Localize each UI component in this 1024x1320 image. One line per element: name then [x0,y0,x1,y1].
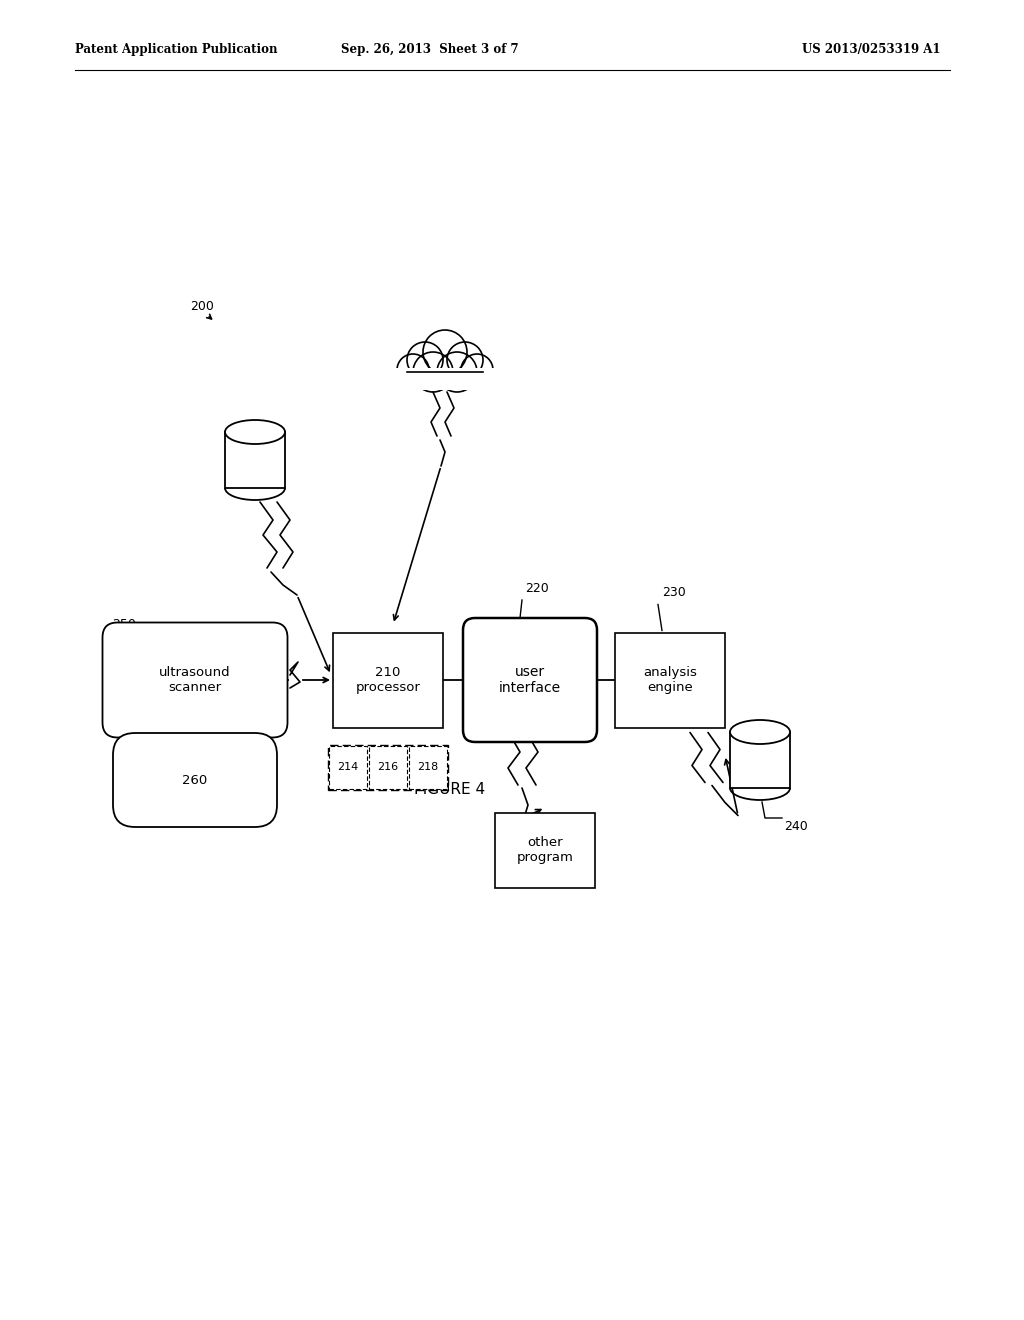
Circle shape [461,354,493,385]
Text: 240: 240 [784,820,808,833]
Bar [395,368,495,389]
Text: 216: 216 [378,763,398,772]
Bar [329,746,367,789]
Text: analysis
engine: analysis engine [643,667,697,694]
Ellipse shape [225,420,285,444]
Circle shape [407,342,443,378]
Bar [409,746,447,789]
Circle shape [413,352,453,392]
Bar [328,744,449,789]
Text: 230: 230 [662,586,686,599]
Text: Sep. 26, 2013  Sheet 3 of 7: Sep. 26, 2013 Sheet 3 of 7 [341,44,519,57]
Ellipse shape [730,719,790,744]
Text: FIGURE 4: FIGURE 4 [415,783,485,797]
Text: 220: 220 [525,582,549,595]
Circle shape [447,342,483,378]
FancyBboxPatch shape [102,623,288,738]
Text: 218: 218 [418,763,438,772]
Bar [495,813,595,887]
Text: Patent Application Publication: Patent Application Publication [75,44,278,57]
Text: 214: 214 [337,763,358,772]
Text: 210
processor: 210 processor [355,667,421,694]
Polygon shape [225,432,285,488]
Circle shape [437,352,477,392]
Text: other
program: other program [516,836,573,865]
Text: user
interface: user interface [499,665,561,696]
Circle shape [423,330,467,374]
FancyBboxPatch shape [113,733,278,828]
Bar [615,632,725,727]
Text: US 2013/0253319 A1: US 2013/0253319 A1 [802,44,940,57]
Bar [333,632,443,727]
Text: 250: 250 [113,618,136,631]
Bar [369,746,407,789]
Text: ultrasound
scanner: ultrasound scanner [159,667,230,694]
Circle shape [397,354,429,385]
FancyBboxPatch shape [463,618,597,742]
Text: 260: 260 [182,774,208,787]
Text: 200: 200 [190,300,214,313]
Polygon shape [730,733,790,788]
